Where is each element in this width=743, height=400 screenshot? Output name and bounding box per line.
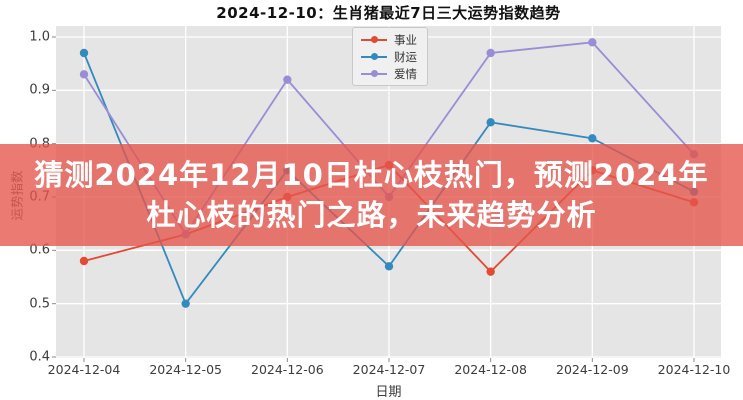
data-point-1-1 (181, 299, 190, 308)
y-tick-label: 0.9 (29, 82, 50, 98)
x-tick-label: 2024-12-09 (556, 362, 629, 377)
overlay-text-line-1: 猜测2024年12月10日杜心枝热门，预测2024年 (34, 158, 709, 192)
data-point-1-0 (79, 48, 89, 58)
legend-marker-icon (361, 36, 387, 44)
x-tick-label: 2024-12-05 (149, 362, 222, 377)
legend-item-2: 爱情 (361, 66, 417, 81)
data-point-2-5 (588, 38, 597, 47)
watermark-text-overlay: 猜测2024年12月10日杜心枝热门，预测2024年 杜心枝的热门之路，未来趋势… (0, 144, 743, 246)
legend-label: 事业 (394, 32, 417, 47)
x-tick-label: 2024-12-07 (352, 362, 426, 377)
data-point-0-0 (79, 256, 89, 266)
legend-item-0: 事业 (361, 32, 417, 47)
data-point-2-4 (486, 48, 495, 58)
overlay-text-line-2: 杜心枝的热门之路，未来趋势分析 (146, 198, 597, 232)
x-axis-label: 日期 (375, 385, 402, 400)
x-tick-label: 2024-12-06 (251, 362, 324, 377)
y-tick-label: 0.5 (29, 296, 50, 312)
x-tick-label: 2024-12-10 (657, 362, 731, 377)
data-point-1-4 (486, 118, 495, 127)
data-point-1-5 (588, 134, 597, 143)
y-tick-label: 1.0 (29, 29, 50, 45)
data-point-0-4 (486, 267, 495, 276)
legend-label: 爱情 (394, 66, 417, 81)
y-tick-label: 0.6 (29, 242, 50, 258)
chart-title: 2024-12-10：生肖猪最近7日三大运势指数趋势 (216, 4, 561, 22)
y-tick-label: 0.4 (29, 349, 50, 365)
x-tick-label: 2024-12-04 (47, 362, 121, 377)
chart-legend: 事业 财运 爱情 (352, 27, 428, 86)
data-point-2-2 (283, 75, 292, 84)
legend-label: 财运 (394, 49, 417, 64)
data-point-2-0 (79, 70, 89, 79)
x-tick-label: 2024-12-08 (454, 362, 527, 377)
data-point-1-3 (384, 262, 394, 271)
legend-marker-icon (361, 70, 387, 78)
legend-item-1: 财运 (361, 49, 417, 64)
legend-marker-icon (361, 53, 387, 61)
